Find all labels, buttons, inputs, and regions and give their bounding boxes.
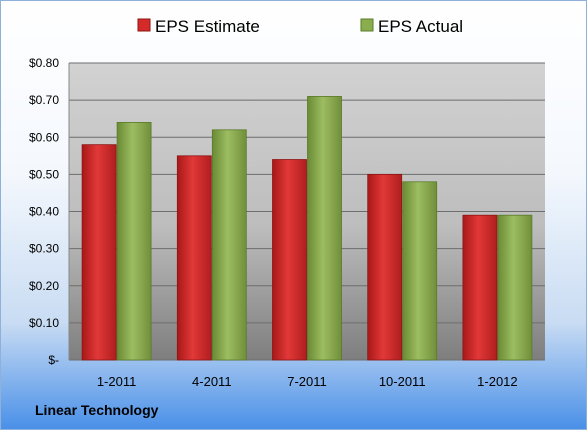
bar-eps-actual-1-2011 [116, 122, 152, 361]
y-tick-label: $- [48, 353, 59, 367]
x-category-label: 1-2011 [97, 374, 137, 389]
bar-eps-estimate-1-2011 [81, 144, 117, 361]
legend: EPS Estimate EPS Actual [137, 17, 463, 36]
y-tick-label: $0.80 [29, 56, 59, 70]
y-tick-label: $0.30 [29, 242, 59, 256]
legend-label-eps-estimate: EPS Estimate [155, 17, 260, 36]
bar-eps-actual-7-2011 [307, 96, 342, 361]
y-tick-label: $0.60 [29, 130, 59, 144]
y-tick-label: $0.10 [29, 316, 59, 330]
y-axis: $- $0.10 $0.20 $0.30 $0.40 $0.50 $0.60 $0.70 $0.… [29, 56, 70, 367]
legend-swatch-eps-actual [360, 18, 374, 32]
bar-eps-estimate-1-2012 [462, 214, 498, 361]
x-category-label: 10-2011 [379, 374, 426, 389]
y-tick-label: $0.40 [29, 205, 59, 219]
bar-eps-actual-4-2011 [211, 129, 247, 361]
bars [81, 96, 533, 361]
x-category-label: 7-2011 [287, 374, 327, 389]
x-category-label: 1-2012 [477, 374, 517, 389]
bar-eps-actual-1-2012 [497, 214, 533, 361]
bar-eps-estimate-10-2011 [367, 173, 403, 361]
bar-eps-estimate-7-2011 [272, 159, 307, 361]
company-label: Linear Technology [35, 402, 159, 418]
x-category-label: 4-2011 [192, 374, 232, 389]
y-tick-label: $0.70 [29, 93, 59, 107]
bar-eps-estimate-4-2011 [176, 155, 212, 361]
y-tick-label: $0.20 [29, 279, 59, 293]
legend-swatch-eps-estimate [137, 18, 151, 32]
bar-eps-actual-10-2011 [402, 181, 438, 361]
legend-label-eps-actual: EPS Actual [378, 17, 463, 36]
y-tick-label: $0.50 [29, 167, 59, 181]
x-axis: 1-2011 4-2011 7-2011 10-2011 1-2012 [97, 374, 518, 389]
